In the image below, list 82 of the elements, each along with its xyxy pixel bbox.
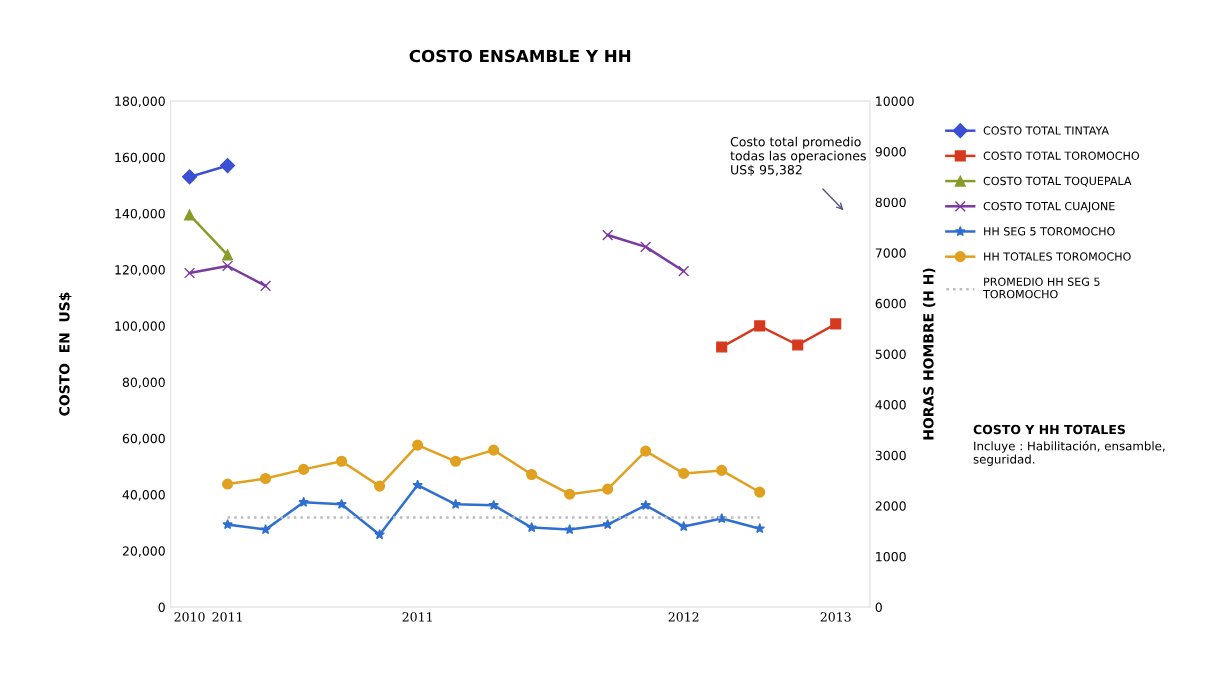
y2-tick-label: 1000 [876,551,906,562]
point [260,524,271,535]
text: Incluye : Habilitación, ensamble, seguridad. [973,440,1165,466]
y2-tick-label: 3000 [875,450,906,461]
y-tick-label: 40,000 [122,490,165,501]
y2-tick-label: 5000 [875,349,906,359]
y-tick-label: 100,000 [115,321,165,333]
point [374,529,385,540]
y2-tick-label: 8000 [875,197,906,208]
point [412,439,424,451]
point [222,518,233,530]
point [488,444,500,456]
point [678,467,690,479]
point [678,265,690,277]
y-axis-title: COSTO EN US$ [58,292,72,416]
point [754,320,766,332]
point [792,339,804,351]
y2-tick-label: 6000 [875,298,906,309]
y-tick-label: 80,000 [122,377,165,389]
x-tick-label: 2010 [174,612,205,622]
annotation: Costo total promedio todas las operaciones US$ 95,382 [730,136,866,177]
point [222,478,234,490]
point [526,468,538,481]
y2-tick-label: 10000 [876,96,914,106]
point [450,455,462,467]
point [716,464,728,476]
point [640,241,652,253]
legend-label: COSTO TOTAL CUAJONE [983,201,1115,213]
y2-tick-label: 2000 [875,501,906,511]
y2-tick-label: 7000 [875,248,906,258]
point [181,169,198,185]
legend-label: COSTO TOTAL TOQUEPALA [983,176,1132,187]
point [222,249,234,261]
point [488,499,499,510]
point [640,499,652,510]
y-tick-label: 20,000 [122,546,165,558]
point [219,158,236,174]
y-tick-label: 160,000 [115,152,165,164]
point [564,488,576,500]
y2-tick-label: 0 [875,602,882,612]
chart-title: COSTO ENSAMBLE Y HH [409,49,631,63]
legend-label: COSTO TOTAL TINTAYA [983,126,1109,135]
point [336,455,348,467]
point [640,445,652,457]
legend-label: PROMEDIO HH SEG 5 TOROMOCHO [983,277,1100,299]
y-tick-label: 60,000 [122,433,165,445]
y2-axis-title: HORAS HOMBRE (H H) [922,268,936,440]
point [260,280,272,292]
point [450,498,461,509]
point [564,524,575,535]
legend-label: HH TOTALES TOROMOCHO [984,252,1131,261]
legend-label: HH SEG 5 TOROMOCHO [984,227,1115,236]
y-tick-label: 180,000 [115,96,165,108]
point [526,522,537,533]
point [184,209,196,221]
point [678,521,690,532]
point [336,498,347,509]
y-tick-label: 140,000 [115,208,165,220]
point [298,463,310,475]
point [602,483,614,495]
point [412,479,423,490]
y2-tick-label: 4000 [875,400,906,410]
point [830,318,842,330]
y-tick-label: 120,000 [115,265,165,276]
y-tick-label: 0 [158,602,165,612]
point [298,496,309,507]
point [754,523,766,534]
x-tick-label: 2011 [402,612,432,622]
point [716,341,728,353]
y2-tick-label: 9000 [875,147,906,157]
point [260,472,272,485]
point [754,486,766,498]
x-tick-label: 2013 [820,612,851,622]
point [602,229,614,241]
point [222,260,234,272]
point [184,267,196,279]
point [602,518,613,530]
text: COSTO Y HH TOTALES [973,424,1125,435]
point [374,480,386,492]
x-tick-label: 2012 [668,612,699,622]
x-tick-label: 2011 [212,612,242,622]
legend-label: COSTO TOTAL TOROMOCHO [983,151,1140,160]
